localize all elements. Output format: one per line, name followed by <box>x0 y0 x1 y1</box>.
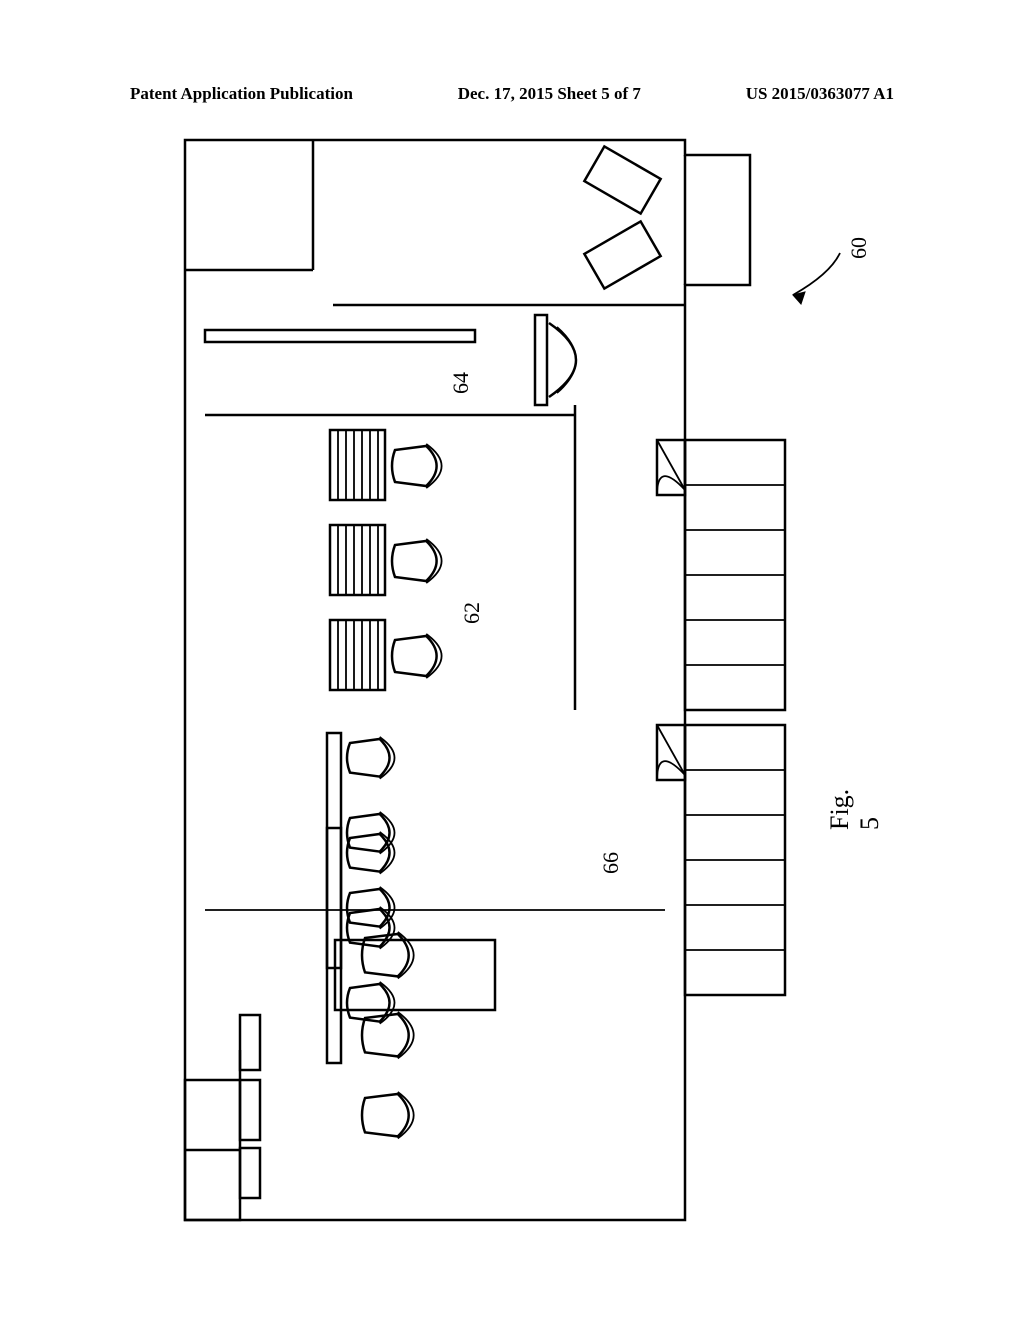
ref-62: 62 <box>459 602 485 624</box>
page-header: Patent Application Publication Dec. 17, … <box>0 84 1024 104</box>
figure-5: 60 64 62 66 Fig. 5 <box>145 130 885 1230</box>
ref-64: 64 <box>448 372 474 394</box>
ref-60: 60 <box>846 237 872 259</box>
header-right: US 2015/0363077 A1 <box>746 84 894 104</box>
header-center: Dec. 17, 2015 Sheet 5 of 7 <box>458 84 641 104</box>
figure-label: Fig. 5 <box>825 770 885 830</box>
figure-svg <box>145 130 885 1230</box>
header-left: Patent Application Publication <box>130 84 353 104</box>
ref-66: 66 <box>598 852 624 874</box>
